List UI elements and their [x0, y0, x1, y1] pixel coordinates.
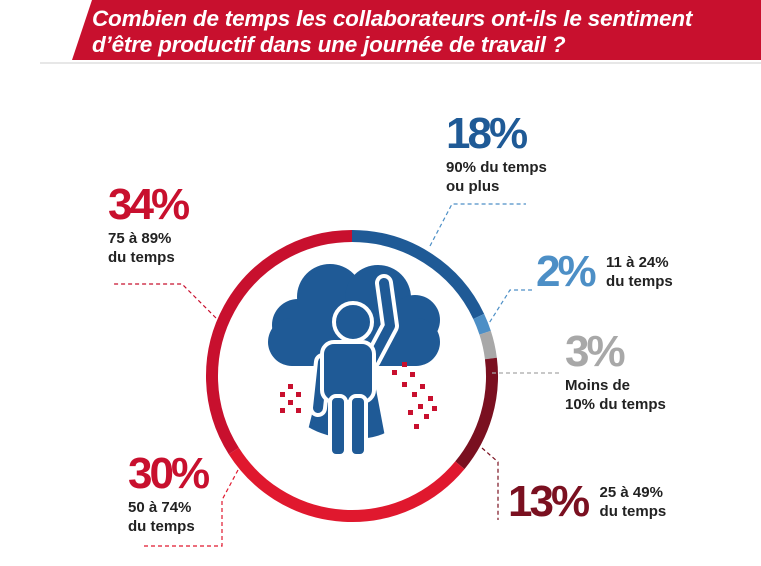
pixel-dot — [418, 404, 423, 409]
slice-label-2: 2% 11 à 24% du temps — [536, 250, 673, 294]
slice-label-3: 3% Moins de 10% du temps — [565, 330, 666, 414]
person-cape-cloud-icon — [268, 264, 440, 458]
chart-title: Combien de temps les collaborateurs ont-… — [92, 6, 761, 58]
slice-desc-34-line-1: 75 à 89% — [108, 230, 172, 247]
donut-slices — [206, 230, 498, 522]
slice-percent-13: 13% — [508, 477, 590, 526]
donut-slice-30 — [228, 447, 465, 522]
pixel-dot — [428, 396, 433, 401]
leader-lines — [112, 203, 562, 547]
pixel-dot — [414, 424, 419, 429]
donut-slice-13 — [455, 357, 498, 470]
pixel-dot — [280, 392, 285, 397]
slice-desc-18-line-1: 90% du temps — [446, 159, 547, 176]
slice-label-30: 30% 50 à 74% du temps — [128, 449, 210, 536]
slice-desc-3-line-1: Moins de — [565, 377, 631, 394]
slice-percent-2: 2% — [536, 247, 597, 296]
slice-desc-2-line-1: 11 à 24% — [606, 254, 669, 271]
slice-label-13: 13% 25 à 49% du temps — [508, 480, 666, 524]
slice-label-34: 34% 75 à 89% du temps — [108, 180, 190, 267]
leader-line-34 — [112, 283, 217, 319]
pixel-dot — [424, 414, 429, 419]
slice-desc-3-line-2: 10% du temps — [565, 396, 666, 413]
leader-line-2 — [485, 289, 532, 329]
slice-percent-18: 18% — [446, 109, 528, 158]
pixel-dot — [432, 406, 437, 411]
slice-percent-3: 3% — [565, 327, 626, 376]
pixel-dot — [402, 382, 407, 387]
banner-shape — [40, 0, 761, 64]
donut-slice-34 — [206, 230, 353, 455]
leader-line-13 — [481, 447, 499, 520]
pixel-dot — [296, 408, 301, 413]
donut-slice-18 — [351, 230, 485, 319]
slice-label-18: 18% 90% du temps ou plus — [446, 112, 547, 196]
leader-line-30 — [142, 469, 239, 547]
slice-desc-18-line-2: ou plus — [446, 178, 500, 195]
leader-line-18 — [429, 203, 526, 247]
header-banner: Combien de temps les collaborateurs ont-… — [0, 0, 761, 64]
pixel-dot — [402, 362, 407, 367]
pixel-dot — [288, 400, 293, 405]
pixel-dot — [420, 384, 425, 389]
chart-title-line-2: d’être productif dans une journée de tra… — [92, 32, 566, 57]
slice-desc-13-line-1: 25 à 49% — [599, 484, 663, 501]
slice-percent-34: 34% — [108, 180, 190, 229]
pixel-dot — [288, 384, 293, 389]
donut-slice-3 — [479, 330, 497, 360]
pixel-dot — [392, 370, 397, 375]
slice-desc-30-line-2: du temps — [128, 518, 195, 535]
slice-desc-34-line-2: du temps — [108, 249, 175, 266]
pixel-dot — [412, 392, 417, 397]
slice-desc-2-line-2: du temps — [606, 273, 673, 290]
slice-desc-30-line-1: 50 à 74% — [128, 499, 192, 516]
pixel-dots-decoration — [280, 362, 437, 429]
pixel-dot — [280, 408, 285, 413]
pixel-dot — [408, 410, 413, 415]
pixel-dot — [410, 372, 415, 377]
chart-title-line-1: Combien de temps les collaborateurs ont-… — [92, 6, 693, 31]
slice-desc-13-line-2: du temps — [599, 503, 667, 520]
slice-percent-30: 30% — [128, 449, 210, 498]
donut-slice-2 — [473, 313, 491, 335]
pixel-dot — [296, 392, 301, 397]
